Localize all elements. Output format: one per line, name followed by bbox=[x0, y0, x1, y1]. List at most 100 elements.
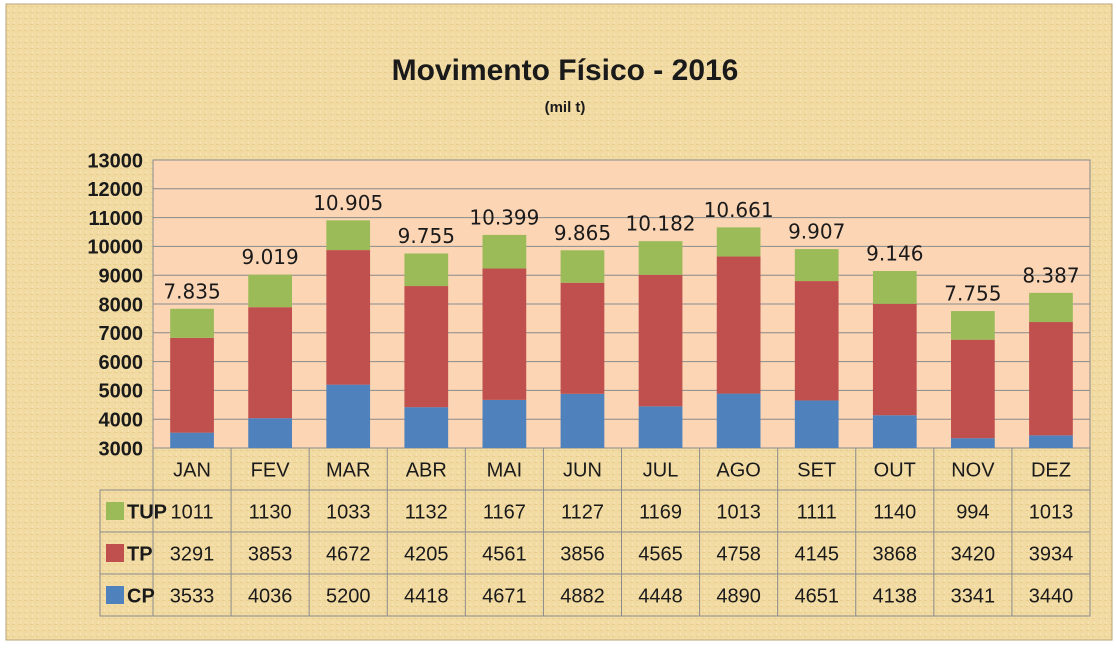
bar-segment bbox=[872, 303, 917, 416]
table-cell: 4890 bbox=[716, 585, 761, 607]
table-cell: 994 bbox=[956, 501, 989, 523]
bar-segment bbox=[1029, 322, 1073, 436]
bar-segment bbox=[951, 339, 995, 439]
bar-segment bbox=[794, 400, 839, 448]
table-cell: 4561 bbox=[482, 543, 527, 565]
table-cell: 3934 bbox=[1029, 543, 1074, 565]
table-cell: 3341 bbox=[951, 585, 996, 607]
table-cell: 3291 bbox=[170, 543, 215, 565]
bar-segment bbox=[716, 227, 761, 257]
bar-segment bbox=[560, 393, 605, 448]
bar-segment bbox=[248, 307, 292, 419]
table-cell: 4138 bbox=[873, 585, 918, 607]
legend-swatch bbox=[106, 502, 124, 520]
bar-segment bbox=[638, 241, 683, 275]
bar-segment bbox=[794, 281, 839, 401]
bar-segment bbox=[794, 249, 839, 282]
y-tick-label: 3000 bbox=[99, 438, 144, 460]
table-cell: 4448 bbox=[638, 585, 683, 607]
bar-segment bbox=[638, 406, 683, 448]
bar-segment bbox=[1029, 435, 1073, 448]
table-cell: 4882 bbox=[560, 585, 605, 607]
table-cell: 4758 bbox=[716, 543, 761, 565]
legend-label: CP bbox=[127, 585, 155, 607]
table-cell: 4565 bbox=[638, 543, 683, 565]
bar-segment bbox=[248, 418, 292, 448]
bar-segment bbox=[951, 438, 995, 448]
legend-swatch bbox=[106, 544, 124, 562]
x-tick-label: OUT bbox=[874, 459, 916, 481]
bar-segment bbox=[638, 274, 683, 407]
x-tick-label: JUL bbox=[643, 459, 679, 481]
table-cell: 1132 bbox=[405, 501, 448, 523]
total-label: 10.905 bbox=[313, 191, 383, 215]
table-cell: 1013 bbox=[1029, 501, 1074, 523]
table-cell: 4672 bbox=[326, 543, 371, 565]
total-label: 9.907 bbox=[788, 220, 845, 244]
bar-segment bbox=[1029, 292, 1073, 323]
total-label: 9.865 bbox=[554, 221, 611, 245]
table-cell: 1167 bbox=[483, 501, 526, 523]
bar-segment bbox=[404, 407, 449, 448]
chart-title: Movimento Físico - 2016 bbox=[392, 54, 739, 87]
total-label: 10.661 bbox=[704, 198, 774, 222]
x-tick-label: AGO bbox=[716, 459, 760, 481]
y-tick-label: 12000 bbox=[87, 179, 143, 201]
table-cell: 3420 bbox=[951, 543, 996, 565]
bar-segment bbox=[482, 234, 527, 269]
legend-label: TUP bbox=[127, 501, 167, 523]
bar-segment bbox=[170, 432, 214, 448]
legend-swatch bbox=[106, 586, 124, 604]
table-cell: 3856 bbox=[560, 543, 605, 565]
legend-label: TP bbox=[127, 543, 153, 565]
bar-segment bbox=[326, 220, 371, 251]
bar-segment bbox=[560, 282, 605, 394]
x-tick-label: JAN bbox=[173, 459, 211, 481]
bar-segment bbox=[872, 270, 917, 304]
x-tick-label: MAR bbox=[326, 459, 370, 481]
table-cell: 4671 bbox=[482, 585, 527, 607]
table-cell: 3440 bbox=[1029, 585, 1074, 607]
y-tick-label: 5000 bbox=[99, 381, 144, 403]
x-tick-label: NOV bbox=[951, 459, 995, 481]
table-cell: 1033 bbox=[326, 501, 371, 523]
total-label: 8.387 bbox=[1022, 263, 1079, 287]
bar-segment bbox=[716, 393, 761, 448]
table-cell: 1127 bbox=[561, 501, 604, 523]
table-cell: 4205 bbox=[404, 543, 449, 565]
total-label: 7.835 bbox=[163, 279, 220, 303]
total-label: 9.146 bbox=[866, 241, 923, 265]
total-label: 9.019 bbox=[241, 245, 298, 269]
x-tick-label: FEV bbox=[251, 459, 291, 481]
y-tick-label: 11000 bbox=[88, 208, 143, 230]
bar-segment bbox=[482, 268, 527, 400]
table-cell: 4418 bbox=[404, 585, 449, 607]
y-tick-label: 13000 bbox=[87, 150, 143, 172]
bar-segment bbox=[326, 384, 371, 448]
bar-segment bbox=[560, 250, 605, 283]
y-tick-label: 8000 bbox=[99, 294, 144, 316]
total-label: 9.755 bbox=[398, 224, 455, 248]
table-cell: 1169 bbox=[639, 501, 682, 523]
x-tick-label: SET bbox=[797, 459, 836, 481]
x-tick-label: MAI bbox=[487, 459, 523, 481]
x-tick-label: JUN bbox=[563, 459, 602, 481]
y-tick-label: 6000 bbox=[99, 352, 144, 374]
bar-segment bbox=[248, 274, 292, 308]
table-cell: 4036 bbox=[248, 585, 293, 607]
bar-segment bbox=[326, 250, 371, 385]
x-tick-label: DEZ bbox=[1031, 459, 1071, 481]
table-cell: 1111 bbox=[797, 501, 837, 523]
table-cell: 5200 bbox=[326, 585, 371, 607]
total-label: 10.182 bbox=[626, 212, 696, 236]
bar-segment bbox=[951, 311, 995, 340]
total-label: 7.755 bbox=[944, 282, 1001, 306]
y-tick-label: 7000 bbox=[99, 323, 144, 345]
table-cell: 4651 bbox=[794, 585, 839, 607]
table-cell: 3868 bbox=[873, 543, 918, 565]
y-tick-label: 4000 bbox=[99, 409, 144, 431]
table-cell: 3853 bbox=[248, 543, 293, 565]
y-tick-label: 10000 bbox=[87, 237, 143, 259]
table-cell: 4145 bbox=[794, 543, 839, 565]
